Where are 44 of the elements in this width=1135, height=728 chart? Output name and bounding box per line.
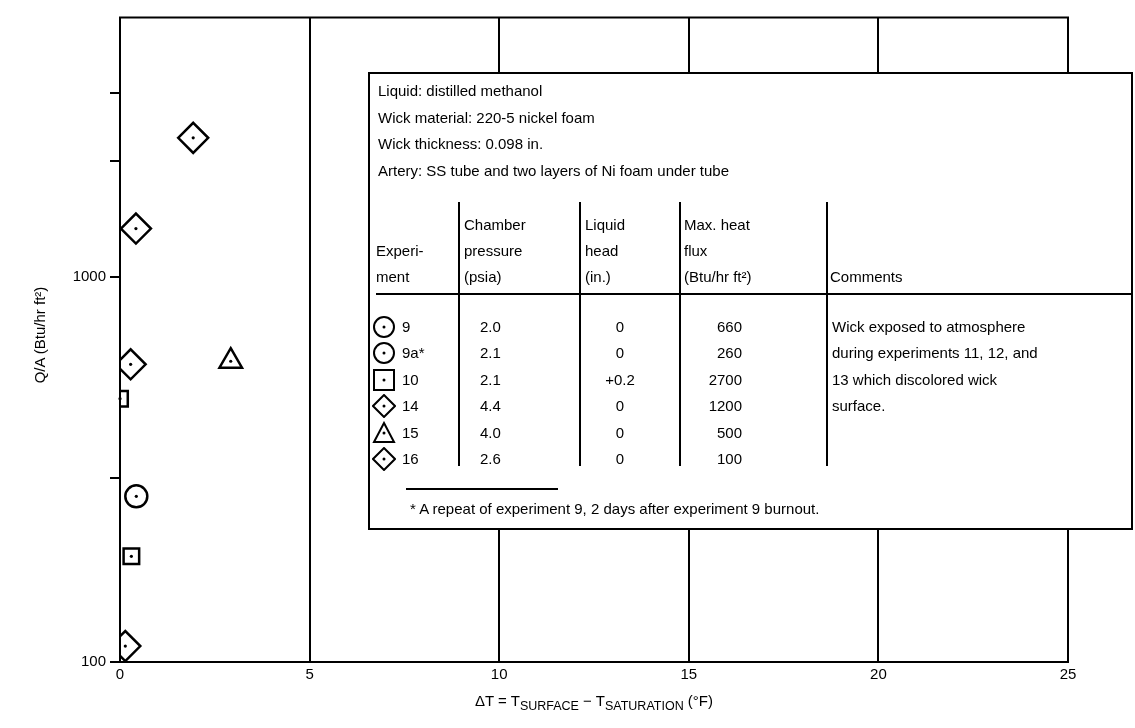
x-axis-title: ΔT = T$_{SURFACE}$ − T$_{SATURATION}$ (°F)	[474, 691, 714, 715]
x-tick-label: 5	[305, 665, 314, 683]
annotation: 2.0	[480, 317, 501, 337]
annotation: Wick thickness: 0.098 in.	[378, 134, 544, 154]
legend-label: 14	[402, 396, 419, 417]
legend-label: 15	[402, 422, 419, 443]
annotation: Wick exposed to atmosphere during experiments 11, 12, and 13 which discolored wick surface.	[832, 317, 1038, 417]
legend-label: 9a*	[402, 343, 425, 364]
legend-label: 9	[402, 317, 411, 337]
annotation: 4.4	[480, 396, 501, 417]
annotation: Experi- ment	[376, 241, 424, 287]
annotation: Artery: SS tube and two layers of Ni foam under tube	[378, 160, 730, 181]
annotation: * A repeat of experiment 9, 2 days after experiment 9 burnout.	[410, 499, 820, 519]
annotation: +0.2	[604, 369, 636, 390]
annotation: Liquid: distilled methanol	[378, 81, 543, 101]
annotation: Max. heat flux (Btu/hr ft²)	[684, 215, 752, 287]
annotation: 0	[614, 449, 626, 469]
legend-label: 16	[402, 449, 419, 469]
y-tick-label: 1000	[72, 266, 106, 284]
annotation: 2.1	[480, 369, 501, 390]
annotation: 0	[614, 343, 626, 364]
x-tick-label: 10	[490, 665, 508, 683]
annotation: 500	[715, 422, 742, 443]
y-axis-title: Q/A (Btu/hr ft²)	[30, 285, 49, 386]
annotation: 0	[614, 317, 626, 337]
annotation: 2.1	[480, 343, 501, 364]
annotation: 660	[715, 317, 742, 337]
annotation: 2700	[707, 369, 742, 390]
annotation: Wick material: 220-5 nickel foam	[378, 107, 595, 128]
annotation: Chamber pressure (psia)	[464, 215, 526, 287]
annotation: 2.6	[480, 449, 501, 469]
x-tick-label: 20	[870, 665, 887, 683]
x-tick-label: 15	[680, 665, 698, 683]
x-tick-label: 0	[115, 665, 125, 683]
annotation: 1200	[707, 396, 742, 417]
annotation: 0	[614, 422, 626, 443]
annotation: Comments	[830, 267, 903, 287]
annotation: 100	[715, 449, 742, 469]
annotation: 260	[715, 343, 742, 364]
legend-label: 10	[402, 369, 419, 390]
annotation: 0	[614, 396, 626, 417]
annotation: 4.0	[480, 422, 501, 443]
x-tick-label: 25	[1059, 665, 1077, 683]
annotation: Liquid head (in.)	[585, 215, 626, 287]
